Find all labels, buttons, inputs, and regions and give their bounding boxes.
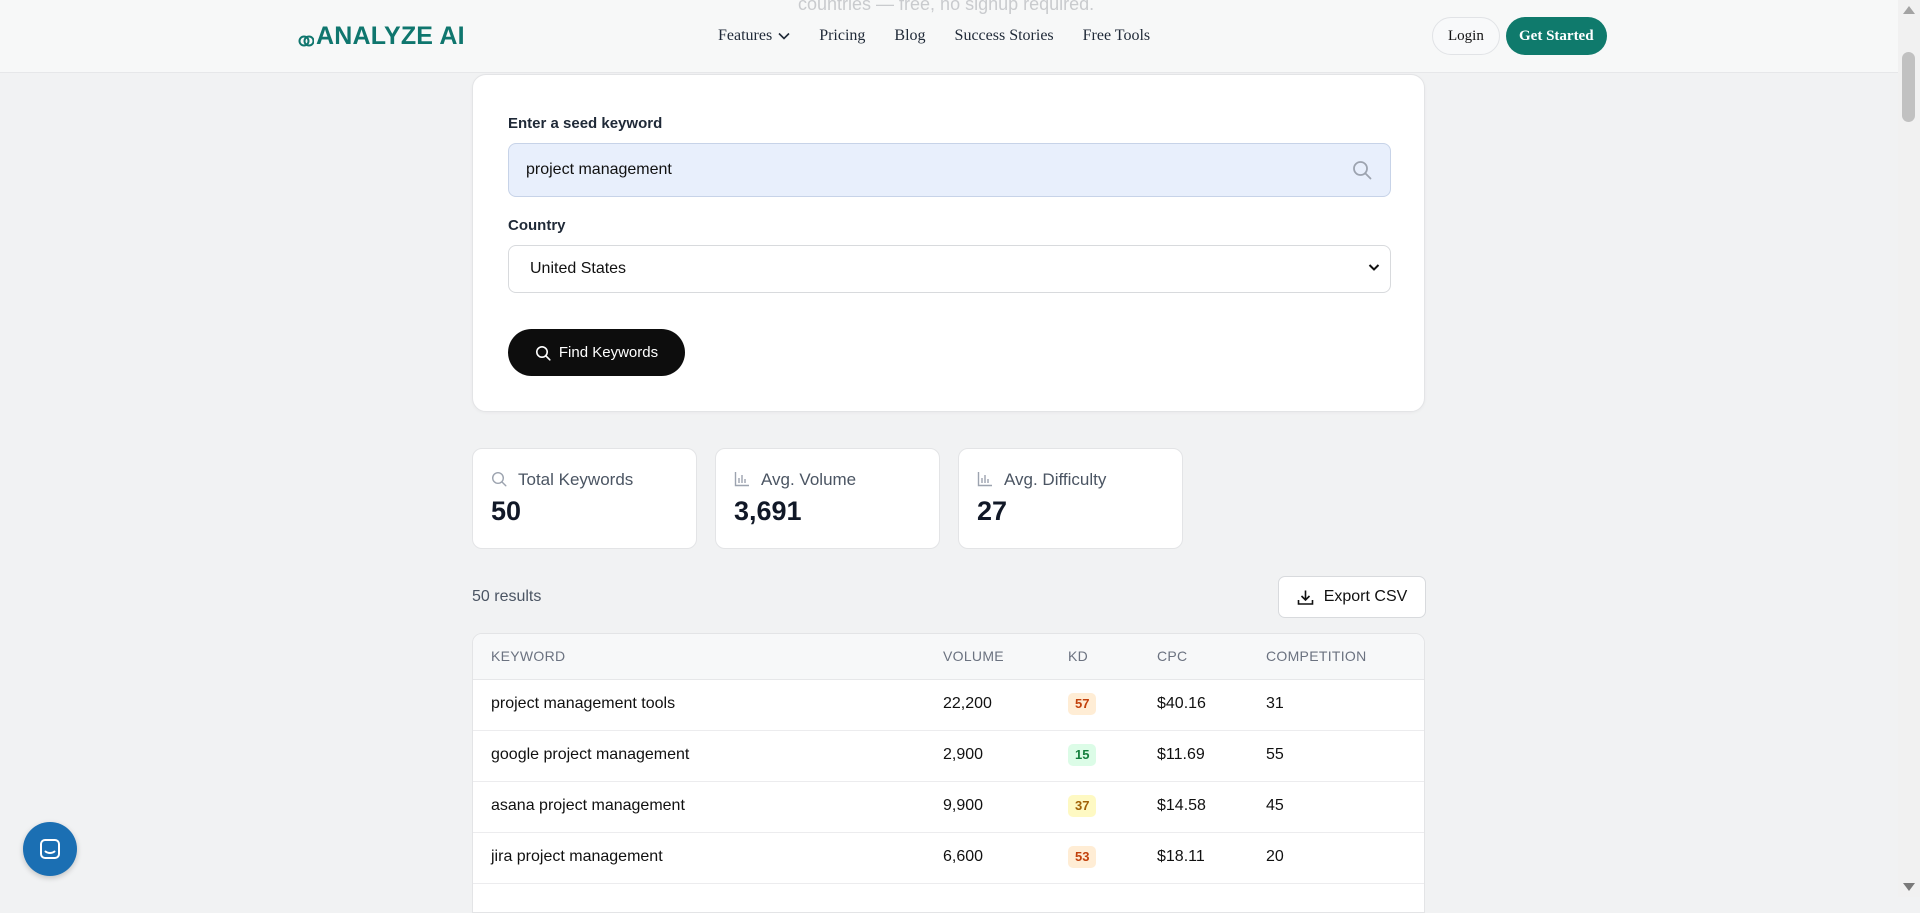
nav-success-stories[interactable]: Success Stories (954, 27, 1054, 44)
kd-badge: 15 (1068, 744, 1097, 766)
search-icon (535, 345, 551, 361)
nav-pricing[interactable]: Pricing (819, 27, 866, 44)
chat-icon (40, 839, 60, 859)
seed-keyword-label: Enter a seed keyword (508, 115, 663, 132)
find-keywords-button[interactable]: Find Keywords (508, 329, 685, 376)
cpc-cell: $18.11 (1157, 848, 1205, 865)
nav-free-tools[interactable]: Free Tools (1082, 27, 1151, 44)
keyword-cell: asana project management (491, 797, 685, 814)
stat-total-keywords: Total Keywords 50 (472, 448, 697, 549)
column-header-kd[interactable]: KD (1068, 648, 1089, 664)
keyword-form-card: Enter a seed keyword Country United Stat… (472, 74, 1425, 412)
stat-value: 50 (491, 496, 522, 526)
keyword-cell: jira project management (491, 848, 663, 865)
get-started-button[interactable]: Get Started (1506, 17, 1607, 55)
main-nav: Features Pricing Blog Success Stories Fr… (718, 0, 1179, 72)
scroll-up-arrow-icon[interactable] (1903, 6, 1915, 14)
download-icon (1297, 590, 1314, 605)
cpc-cell: $11.69 (1157, 746, 1205, 763)
chevron-down-icon (778, 32, 790, 40)
logo-mark-icon (298, 35, 314, 46)
results-count: 50 results (472, 588, 542, 605)
column-header-competition[interactable]: COMPETITION (1266, 648, 1367, 664)
seed-keyword-input[interactable] (526, 144, 1346, 196)
column-header-cpc[interactable]: CPC (1157, 648, 1188, 664)
find-keywords-label: Find Keywords (558, 344, 659, 361)
page-scrollbar[interactable] (1898, 0, 1920, 897)
export-csv-button[interactable]: Export CSV (1278, 576, 1426, 618)
nav-blog[interactable]: Blog (894, 27, 926, 44)
chat-launcher-button[interactable] (23, 822, 77, 876)
kd-badge: 53 (1068, 846, 1097, 868)
competition-cell: 20 (1266, 848, 1284, 865)
stat-avg-difficulty: Avg. Difficulty 27 (958, 448, 1183, 549)
keywords-table: KEYWORD VOLUME KD CPC COMPETITION projec… (472, 633, 1425, 913)
keyword-cell: project management tools (491, 695, 676, 712)
country-select[interactable]: United States (508, 245, 1391, 293)
bar-chart-icon (734, 472, 749, 487)
competition-cell: 31 (1266, 695, 1284, 712)
column-header-volume[interactable]: VOLUME (943, 648, 1004, 664)
kd-badge: 57 (1068, 693, 1097, 715)
kd-badge: 37 (1068, 795, 1097, 817)
cpc-cell: $40.16 (1157, 695, 1206, 712)
stat-avg-volume: Avg. Volume 3,691 (715, 448, 940, 549)
login-button[interactable]: Login (1432, 17, 1500, 55)
volume-cell: 2,900 (943, 746, 984, 763)
scroll-thumb[interactable] (1902, 52, 1915, 122)
stat-value: 27 (977, 496, 1008, 526)
column-header-keyword[interactable]: KEYWORD (491, 648, 566, 664)
seed-keyword-field[interactable] (508, 143, 1391, 197)
table-row[interactable]: jira project management 6,600 53 $18.11 … (473, 832, 1424, 884)
top-navigation-bar: countries — free, no signup required. AN… (0, 0, 1898, 73)
country-label: Country (508, 217, 566, 234)
chevron-down-icon (1368, 264, 1380, 271)
scroll-down-arrow-icon[interactable] (1903, 883, 1915, 891)
stat-label: Avg. Difficulty (1004, 470, 1107, 489)
stat-value: 3,691 (734, 496, 802, 526)
export-csv-label: Export CSV (1323, 588, 1408, 605)
competition-cell: 45 (1266, 797, 1284, 814)
competition-cell: 55 (1266, 746, 1284, 763)
keyword-cell: google project management (491, 746, 690, 763)
nav-features[interactable]: Features (718, 27, 790, 45)
scrolled-hero-text: countries — free, no signup required. (798, 0, 1095, 14)
table-row[interactable]: google project management 2,900 15 $11.6… (473, 730, 1424, 782)
table-row[interactable]: project management tools 22,200 57 $40.1… (473, 679, 1424, 731)
country-selected-value: United States (530, 260, 627, 277)
logo[interactable]: ANALYZE AI (298, 22, 465, 51)
cpc-cell: $14.58 (1157, 797, 1206, 814)
volume-cell: 6,600 (943, 848, 984, 865)
bar-chart-icon (977, 472, 992, 487)
stat-label: Total Keywords (518, 470, 634, 489)
search-icon (1353, 161, 1372, 180)
search-icon (491, 471, 507, 487)
volume-cell: 22,200 (943, 695, 992, 712)
nav-features-label: Features (718, 27, 773, 44)
volume-cell: 9,900 (943, 797, 984, 814)
logo-text: ANALYZE AI (316, 22, 465, 50)
table-header: KEYWORD VOLUME KD CPC COMPETITION (473, 634, 1424, 680)
table-row[interactable]: asana project management 9,900 37 $14.58… (473, 781, 1424, 833)
stat-label: Avg. Volume (761, 470, 857, 489)
